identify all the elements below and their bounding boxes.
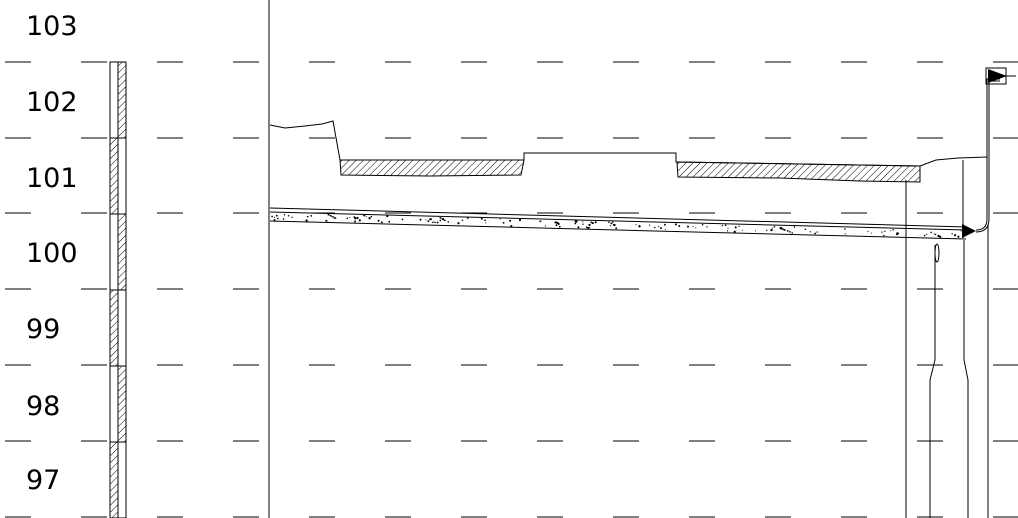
scale-bar-hatch — [109, 137, 119, 215]
scale-bar-hatch — [117, 365, 127, 443]
elevation-label-102: 102 — [26, 87, 78, 118]
elevation-label-100: 100 — [26, 238, 78, 269]
top-flag-icon — [988, 69, 1007, 83]
hatched-slab-right — [676, 161, 921, 183]
scale-bar-hatch — [109, 441, 119, 518]
elevation-gridlines — [0, 61, 1018, 518]
elevation-label-101: 101 — [26, 163, 78, 194]
scale-bar-hatch — [117, 213, 127, 291]
riser-lines — [905, 157, 989, 518]
scale-bar — [109, 61, 127, 518]
elevation-labels: 103 102 101 100 99 98 97 — [26, 11, 78, 496]
hatched-slab-left — [339, 159, 525, 177]
elevation-label-98: 98 — [26, 391, 60, 422]
elevation-label-99: 99 — [26, 314, 60, 345]
scale-bar-hatch — [117, 61, 127, 139]
pipe-profile — [269, 207, 967, 240]
ground-surface-line — [269, 120, 989, 167]
scale-bar-hatch — [109, 289, 119, 367]
flow-arrow-icon — [962, 224, 976, 238]
elevation-label-97: 97 — [26, 465, 60, 496]
elevation-label-103: 103 — [26, 11, 78, 42]
